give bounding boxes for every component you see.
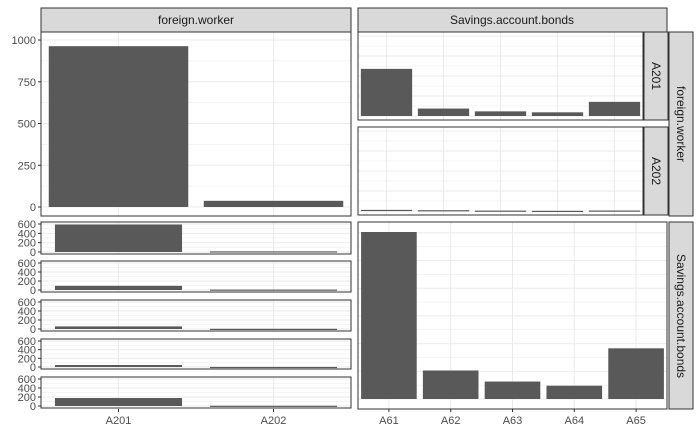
ytick-label-row5-600: 600 xyxy=(18,374,36,386)
fw-sav-A201-bar-A65 xyxy=(588,101,641,116)
panel-sav-fw-row-3 xyxy=(40,299,352,332)
panel-sav-fw-row-2 xyxy=(40,260,352,293)
panel-sav-fw-row-1-border xyxy=(40,221,352,255)
sub-strip-a202-label: A202 xyxy=(649,157,663,185)
fw-sav-A201-bar-A62 xyxy=(417,108,470,116)
sav-sav-bar-A62 xyxy=(422,370,479,399)
sav-fw-row-5-bar-A201 xyxy=(54,398,183,406)
column-strip-right: Savings.account.bonds xyxy=(357,7,668,33)
sav-sav-bar-A63 xyxy=(484,381,541,399)
fw-sav-A202-bar-A64 xyxy=(531,210,584,213)
ytick-label-250: 250 xyxy=(18,160,36,172)
row-strip-top: foreign.worker xyxy=(668,31,694,217)
sav-sav-bar-A65 xyxy=(608,348,664,399)
ytick-label-row3-200: 200 xyxy=(18,315,36,327)
sav-fw-row-3-bar-A202 xyxy=(209,328,338,330)
fw-sav-A201-bar-A61 xyxy=(360,68,413,116)
sav-fw-row-4-bar-A201 xyxy=(54,365,183,367)
panel-fw-sav-A202-border xyxy=(357,126,644,216)
column-strip-right-label: Savings.account.bonds xyxy=(450,13,574,27)
xtick-label-A201: A201 xyxy=(106,415,132,427)
ytick-label-row2-400: 400 xyxy=(18,267,36,279)
fw-sav-A202-bar-A61 xyxy=(360,209,413,212)
sav-sav-bar-A64 xyxy=(546,385,603,399)
sav-fw-row-4-bar-A202 xyxy=(209,366,338,369)
ytick-label-row5-200: 200 xyxy=(18,392,36,404)
row-strip-bottom-label: Savings.account.bonds xyxy=(674,254,688,378)
ytick-label-row1-200: 200 xyxy=(18,238,36,250)
xtick-label-A202: A202 xyxy=(261,415,287,427)
row-strip-bottom: Savings.account.bonds xyxy=(668,221,694,410)
ytick-label-row5-0: 0 xyxy=(30,401,36,413)
ytick-label-row2-600: 600 xyxy=(18,258,36,270)
sav-fw-row-5-bar-A202 xyxy=(209,405,338,407)
ytick-label-750: 750 xyxy=(18,77,36,89)
ytick-label-500: 500 xyxy=(18,119,36,131)
ytick-label-row5-400: 400 xyxy=(18,383,36,395)
ytick-label-0: 0 xyxy=(30,202,36,214)
ytick-label-row4-600: 600 xyxy=(18,336,36,348)
panel-fw-sav-A201 xyxy=(357,31,644,121)
sav-fw-row-3-bar-A201 xyxy=(54,326,183,329)
sav-fw-row-1-bar-A202 xyxy=(209,251,338,253)
sub-strip-a202: A202 xyxy=(643,126,669,216)
sav-fw-row-2-bar-A201 xyxy=(54,285,183,290)
sav-fw-row-1-bar-A201 xyxy=(54,224,183,252)
ytick-label-row1-600: 600 xyxy=(18,219,36,231)
xtick-label-A64: A64 xyxy=(565,415,585,427)
sub-strip-a201-label: A201 xyxy=(649,62,663,90)
ytick-label-1000: 1000 xyxy=(12,35,36,47)
fw-sav-A202-bar-A62 xyxy=(417,210,470,212)
fw-sav-A201-bar-A64 xyxy=(531,112,584,116)
panel-sav-sav xyxy=(357,221,668,410)
ytick-label-row3-600: 600 xyxy=(18,297,36,309)
panel-sav-fw-row-5 xyxy=(40,376,352,409)
xtick-label-A63: A63 xyxy=(503,415,523,427)
fw-sav-A201-bar-A63 xyxy=(474,111,527,116)
ytick-label-row2-200: 200 xyxy=(18,276,36,288)
column-strip-left-label: foreign.worker xyxy=(158,13,234,27)
xtick-label-A61: A61 xyxy=(379,415,399,427)
fw-fw-bar-A202 xyxy=(203,200,344,207)
xtick-label-A65: A65 xyxy=(626,415,646,427)
panel-sav-fw-row-1 xyxy=(40,221,352,255)
row-strip-top-label: foreign.worker xyxy=(674,86,688,162)
column-strip-left: foreign.worker xyxy=(40,7,352,33)
sav-fw-row-2-bar-A202 xyxy=(209,289,338,291)
panel-sav-fw-row-3-border xyxy=(40,299,352,332)
ytick-label-row4-400: 400 xyxy=(18,345,36,357)
panel-sav-fw-row-5-border xyxy=(40,376,352,409)
fw-fw-bar-A201 xyxy=(48,46,189,207)
ytick-label-row4-200: 200 xyxy=(18,353,36,365)
panel-fw-sav-A201-border xyxy=(357,31,644,121)
ytick-label-row2-0: 0 xyxy=(30,285,36,297)
ytick-label-row4-0: 0 xyxy=(30,362,36,374)
ytick-label-row3-400: 400 xyxy=(18,306,36,318)
panel-fw-fw xyxy=(40,31,352,217)
xtick-label-A62: A62 xyxy=(441,415,461,427)
sav-sav-bar-A61 xyxy=(361,232,417,399)
ytick-label-row1-0: 0 xyxy=(30,247,36,259)
sub-strip-a201: A201 xyxy=(643,31,669,121)
ytick-label-row1-400: 400 xyxy=(18,228,36,240)
fw-sav-A202-bar-A65 xyxy=(588,210,641,212)
panel-sav-fw-row-4-border xyxy=(40,338,352,370)
panel-sav-fw-row-4 xyxy=(40,338,352,370)
panel-fw-sav-A202 xyxy=(357,126,644,216)
fw-sav-A202-bar-A63 xyxy=(474,210,527,212)
panel-sav-fw-row-2-border xyxy=(40,260,352,293)
ytick-label-row3-0: 0 xyxy=(30,324,36,336)
